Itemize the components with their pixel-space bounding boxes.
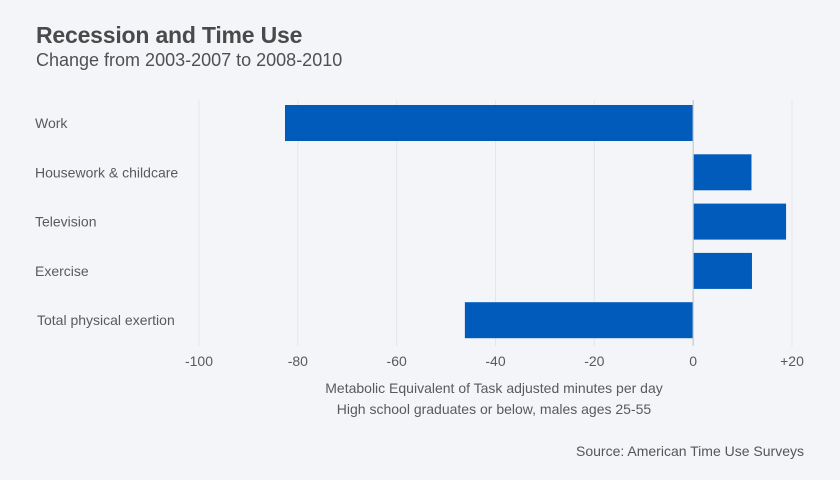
category-label: Work	[35, 115, 68, 131]
bar	[464, 302, 694, 339]
x-tick-label: -40	[485, 353, 505, 369]
x-axis-title: Metabolic Equivalent of Task adjusted mi…	[325, 380, 663, 396]
bar	[693, 154, 752, 191]
x-tick-label: 0	[689, 353, 697, 369]
category-label: Housework & childcare	[35, 164, 178, 180]
bar	[284, 105, 694, 141]
x-axis-subtitle: High school graduates or below, males ag…	[336, 401, 652, 417]
category-label: Total physical exertion	[37, 312, 175, 328]
x-tick-label: -80	[288, 353, 308, 369]
x-tick-label: +20	[780, 353, 804, 369]
chart-subtitle: Change from 2003-2007 to 2008-2010	[36, 50, 343, 70]
x-tick-label: -60	[387, 353, 407, 369]
chart-title: Recession and Time Use	[36, 22, 303, 48]
bar	[693, 203, 787, 240]
x-tick-label: -20	[584, 353, 604, 369]
category-label: Television	[35, 214, 96, 230]
bars	[284, 105, 787, 339]
x-tick-label: -100	[185, 353, 213, 369]
source-note: Source: American Time Use Surveys	[576, 443, 804, 459]
bar	[693, 252, 752, 289]
category-labels: Work Housework & childcare Television Exerc…	[35, 115, 178, 328]
x-tick-labels: -100 -80 -60 -40 -20 0 +20	[185, 353, 804, 369]
category-label: Exercise	[35, 263, 89, 279]
